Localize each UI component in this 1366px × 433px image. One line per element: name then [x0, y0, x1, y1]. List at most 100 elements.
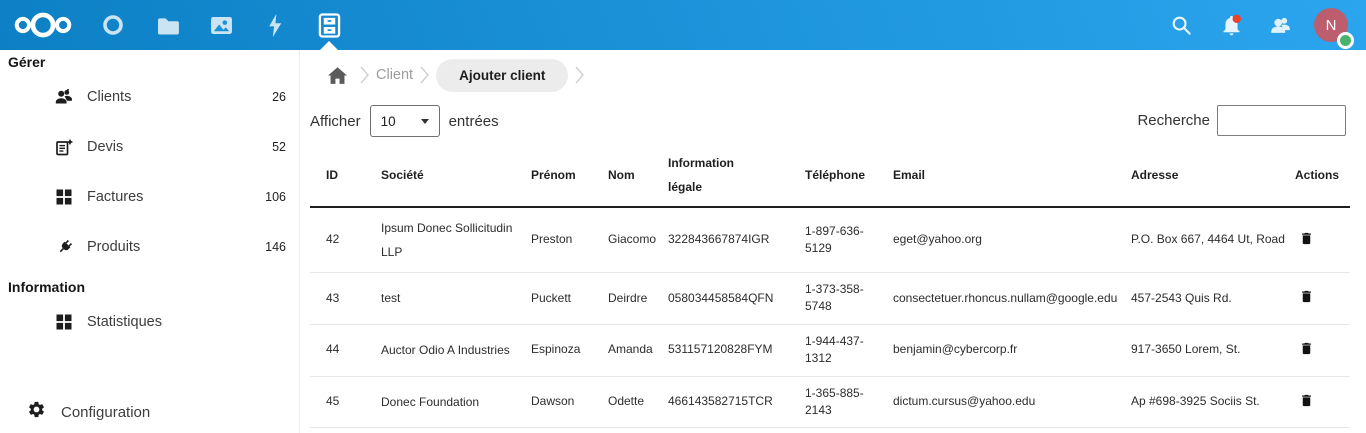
cell-actions	[1295, 427, 1350, 433]
entries-select[interactable]: 10	[369, 105, 440, 137]
search-icon[interactable]	[1156, 0, 1206, 50]
col-header-telephone[interactable]: Téléphone	[805, 145, 893, 208]
cell-info_legale: 531157120828FYM	[668, 324, 805, 377]
entries-length-group: Afficher 10 entrées	[310, 105, 1346, 137]
cell-id: 44	[310, 324, 381, 377]
cell-email: benjamin@cybercorp.fr	[893, 324, 1131, 377]
cell-telephone: 1-897-636-5129	[805, 207, 893, 273]
sidebar-item-label: Statistiques	[87, 314, 162, 330]
sidebar-item-clients[interactable]: Clients 26	[0, 72, 299, 122]
home-icon[interactable]	[322, 63, 353, 88]
cell-info_legale: 466143582715TCR	[668, 376, 805, 429]
nextcloud-logo[interactable]	[0, 11, 86, 39]
cell-adresse: 917-3650 Lorem, St.	[1131, 324, 1295, 377]
user-avatar[interactable]: N	[1314, 8, 1354, 49]
cell-actions	[1295, 272, 1350, 325]
produits-plug-icon	[54, 239, 74, 256]
table-header-row: ID Société Prénom Nom Information légale…	[310, 145, 1350, 208]
cell-actions	[1295, 207, 1350, 273]
sidebar-item-count: 52	[272, 140, 286, 154]
cell-adresse: 457-2543 Quis Rd.	[1131, 272, 1295, 325]
sidebar-heading-gerer: Gérer	[8, 54, 46, 70]
chevron-right-icon	[420, 65, 430, 85]
trash-icon[interactable]	[1295, 228, 1318, 249]
cell-info_legale: 058034458584QFN	[668, 272, 805, 325]
cell-email: eget@yahoo.org	[893, 207, 1131, 273]
header-right-cluster: N	[1156, 0, 1356, 50]
activity-bolt-icon[interactable]	[248, 0, 302, 50]
cell-id: 45	[310, 376, 381, 429]
sidebar-item-factures[interactable]: Factures 106	[0, 172, 299, 222]
sidebar-item-configuration[interactable]: Configuration	[0, 392, 299, 432]
col-header-information-legale[interactable]: Information légale	[668, 145, 805, 208]
cell-nom: Odette	[608, 376, 668, 429]
table-body: 42 Ipsum Donec Sollicitudin LLP Preston Gia…	[310, 207, 1350, 433]
cell-info_legale: 526822069123MHR	[668, 427, 805, 433]
search-label: Recherche	[1137, 112, 1210, 129]
sidebar-item-statistiques[interactable]: Statistiques	[0, 297, 299, 347]
entries-select-value: 10	[380, 113, 396, 129]
circle-app-icon[interactable]	[86, 0, 140, 50]
files-folder-icon[interactable]	[140, 0, 194, 50]
trash-icon[interactable]	[1295, 390, 1318, 411]
cell-prenom: Butler	[531, 427, 608, 433]
search-input[interactable]	[1217, 105, 1346, 136]
cell-telephone: 1-944-437-1312	[805, 324, 893, 377]
col-header-societe[interactable]: Société	[381, 145, 531, 208]
sidebar-item-count: 106	[265, 190, 286, 204]
chevron-down-icon	[420, 118, 429, 124]
search-group: Recherche	[1137, 105, 1346, 136]
app-sidebar: Gérer Clients 26 Devis 52	[0, 50, 300, 433]
cell-nom: Giacomo	[608, 207, 668, 273]
sidebar-item-label: Factures	[87, 189, 144, 205]
chevron-right-icon	[575, 65, 585, 85]
breadcrumb-item-ajouter-client[interactable]: Ajouter client	[436, 58, 569, 92]
trash-icon[interactable]	[1295, 286, 1318, 307]
sidebar-item-count: 26	[272, 90, 286, 104]
cell-email: dictum.cursus@yahoo.edu	[893, 376, 1131, 429]
col-header-id[interactable]: ID	[310, 145, 381, 208]
cell-adresse: P.O. Box 667, 4464 Ut, Road	[1131, 207, 1295, 273]
devis-document-plus-icon	[54, 139, 74, 156]
clients-people-icon	[54, 89, 74, 105]
cell-nom: Amanda	[608, 324, 668, 377]
table-row: 44 Auctor Odio A Industries Espinoza Amanda…	[310, 324, 1350, 377]
notifications-bell-icon[interactable]	[1206, 0, 1256, 50]
cell-telephone: 1-373-358-5748	[805, 272, 893, 325]
cell-prenom: Espinoza	[531, 324, 608, 377]
breadcrumb-item-client[interactable]: Client	[376, 67, 414, 83]
col-header-email[interactable]: Email	[893, 145, 1131, 208]
photos-icon[interactable]	[194, 0, 248, 50]
cell-actions	[1295, 324, 1350, 377]
archive-cabinet-icon[interactable]	[302, 0, 356, 50]
cell-email: consectetuer.rhoncus.nullam@google.edu	[893, 272, 1131, 325]
table-row: 46Dolor Vitae DolorButlerJustine52682206…	[310, 427, 1350, 433]
sidebar-item-count: 146	[265, 240, 286, 254]
cell-email: faucibus.morbi.vehicula@yahoo.ca	[893, 427, 1131, 433]
table-row: 43 test Puckett Deirdre 058034458584QFN 1-373…	[310, 272, 1350, 325]
cell-prenom: Preston	[531, 207, 608, 273]
breadcrumb: Client Ajouter client	[322, 56, 591, 94]
clients-table: ID Société Prénom Nom Information légale…	[310, 145, 1350, 433]
sidebar-item-produits[interactable]: Produits 146	[0, 222, 299, 272]
col-header-prenom[interactable]: Prénom	[531, 145, 608, 208]
col-header-adresse[interactable]: Adresse	[1131, 145, 1295, 208]
contacts-icon[interactable]	[1256, 0, 1306, 50]
clients-table-wrap: ID Société Prénom Nom Information légale…	[310, 145, 1350, 433]
sidebar-item-label: Configuration	[61, 403, 151, 421]
cell-info_legale: 322843667874IGR	[668, 207, 805, 273]
sidebar-heading-information: Information	[8, 279, 85, 295]
cell-nom: Deirdre	[608, 272, 668, 325]
cell-nom: Justine	[608, 427, 668, 433]
trash-icon[interactable]	[1295, 338, 1318, 359]
table-controls: Afficher 10 entrées Recherche	[310, 105, 1346, 137]
cell-id: 42	[310, 207, 381, 273]
sidebar-item-devis[interactable]: Devis 52	[0, 122, 299, 172]
col-header-nom[interactable]: Nom	[608, 145, 668, 208]
cell-societe: Donec Foundation	[381, 376, 531, 429]
table-row: 45 Donec Foundation Dawson Odette 4661435827…	[310, 376, 1350, 429]
sidebar-item-label: Produits	[87, 239, 141, 255]
active-app-pointer	[320, 41, 338, 50]
cell-adresse: Ap #820-507 Lorem Street	[1131, 427, 1295, 433]
show-label: Afficher	[310, 112, 361, 130]
